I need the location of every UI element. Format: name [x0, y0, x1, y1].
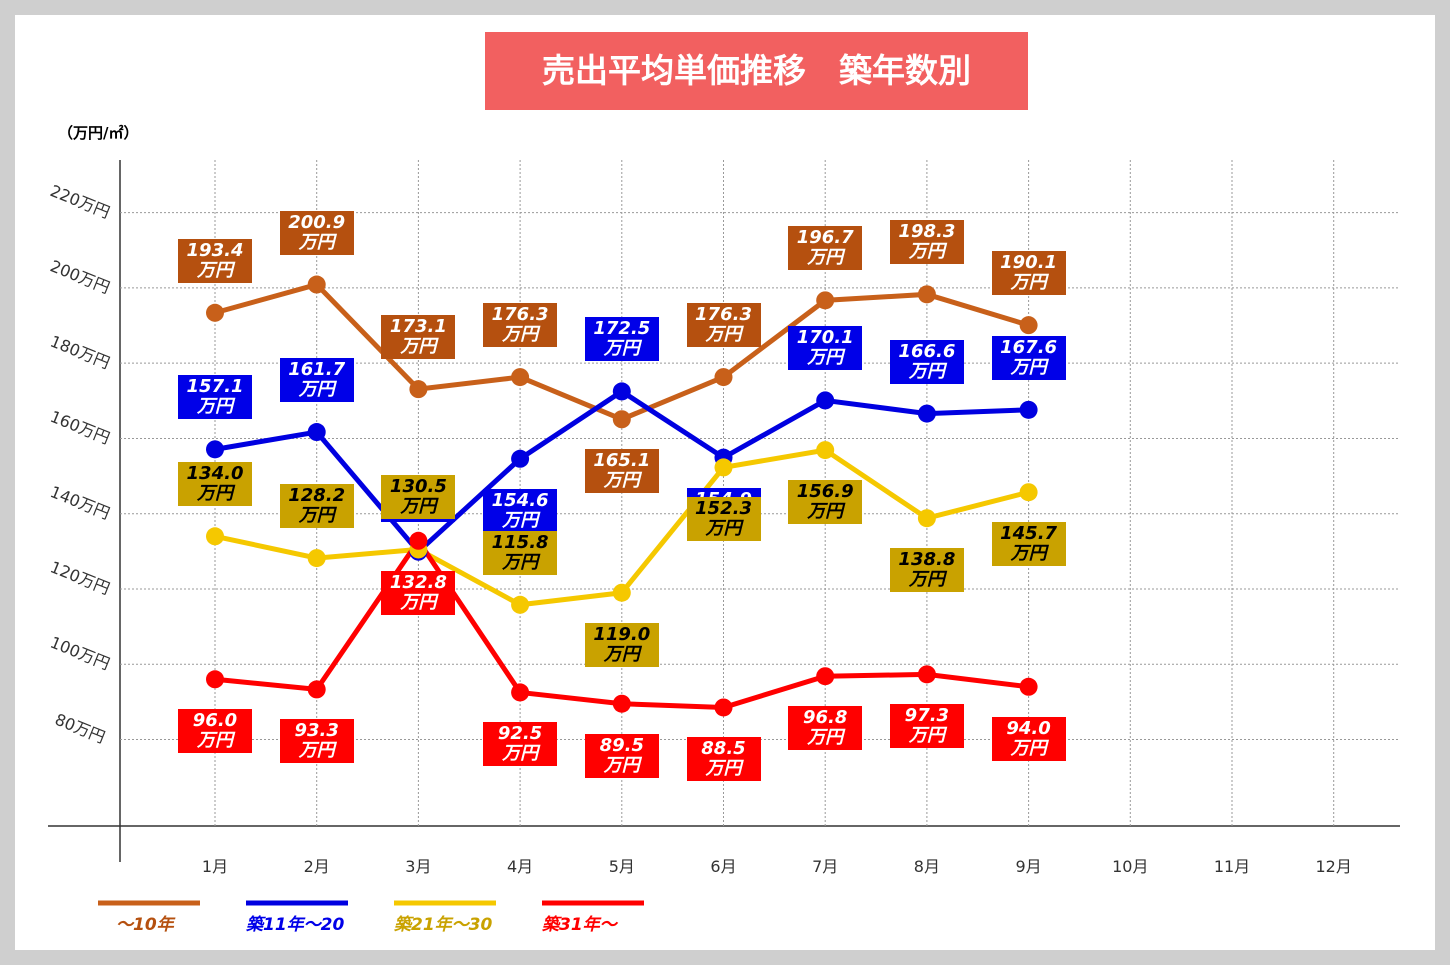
- data-label: 119.0 万円: [584, 622, 659, 667]
- x-tick-label: 8月: [914, 857, 940, 876]
- data-label: 200.9 万円: [279, 210, 354, 255]
- point: [612, 382, 631, 401]
- x-tick-label: 12月: [1316, 857, 1352, 876]
- data-label: 176.3 万円: [483, 303, 558, 348]
- data-label: 172.5 万円: [584, 317, 659, 362]
- point: [511, 449, 530, 468]
- point: [307, 423, 326, 442]
- legend-label: ～10年: [116, 915, 176, 935]
- data-label: 128.2 万円: [279, 484, 354, 529]
- point: [917, 285, 936, 304]
- point: [1019, 400, 1038, 419]
- point: [714, 368, 733, 387]
- data-label: 97.3 万円: [889, 704, 964, 749]
- point: [206, 527, 224, 546]
- data-label: 173.1 万円: [381, 315, 456, 360]
- point: [917, 665, 936, 684]
- point: [612, 583, 631, 602]
- data-label: 88.5 万円: [686, 737, 761, 782]
- x-tick-label: 6月: [710, 857, 736, 876]
- data-label: 145.7 万円: [991, 522, 1066, 567]
- data-label: 166.6 万円: [889, 339, 964, 384]
- point: [1019, 316, 1038, 335]
- x-tick-label: 10月: [1112, 857, 1148, 876]
- point: [307, 275, 326, 294]
- data-label: 93.3 万円: [279, 719, 354, 764]
- point: [714, 458, 733, 477]
- x-tick-label: 7月: [812, 857, 838, 876]
- point: [511, 368, 530, 387]
- legend-label: 築31年～: [542, 915, 619, 935]
- point: [612, 410, 631, 429]
- data-label: 134.0 万円: [178, 462, 252, 507]
- x-tick-label: 2月: [304, 857, 330, 876]
- point: [206, 440, 224, 459]
- x-tick-label: 3月: [405, 857, 431, 876]
- data-label: 190.1 万円: [991, 251, 1066, 296]
- point: [917, 404, 936, 423]
- point: [409, 380, 428, 399]
- point: [307, 549, 326, 568]
- point: [206, 670, 224, 689]
- data-label: 96.0 万円: [178, 709, 252, 754]
- data-label: 115.8 万円: [483, 530, 558, 575]
- y-axis-label: （万円/㎡）: [58, 124, 138, 142]
- point: [816, 441, 835, 460]
- data-label: 94.0 万円: [991, 716, 1066, 761]
- data-label: 92.5 万円: [483, 722, 558, 767]
- point: [511, 595, 530, 614]
- data-label: 156.9 万円: [788, 480, 863, 525]
- chart-title: 売出平均単価推移 築年数別: [485, 32, 1028, 110]
- data-label: 130.5 万円: [381, 475, 456, 520]
- point: [1019, 677, 1038, 696]
- data-label: 154.6 万円: [483, 488, 558, 533]
- data-label: 176.3 万円: [686, 303, 761, 348]
- x-tick-label: 4月: [507, 857, 533, 876]
- data-label: 138.8 万円: [889, 548, 964, 593]
- data-label: 198.3 万円: [889, 220, 964, 265]
- data-label: 165.1 万円: [584, 449, 659, 494]
- data-label: 170.1 万円: [788, 326, 863, 371]
- data-label: 96.8 万円: [788, 706, 863, 751]
- point: [917, 509, 936, 528]
- x-tick-label: 11月: [1214, 857, 1250, 876]
- point: [409, 531, 428, 550]
- legend-label: 築11年～20: [246, 915, 344, 935]
- data-label: 196.7 万円: [788, 226, 863, 271]
- point: [206, 303, 224, 322]
- point: [816, 391, 835, 410]
- point: [714, 698, 733, 717]
- legend-label: 築21年～30: [394, 915, 492, 935]
- point: [816, 667, 835, 686]
- data-label: 132.8 万円: [381, 570, 456, 615]
- x-tick-label: 5月: [609, 857, 635, 876]
- point: [612, 694, 631, 713]
- point: [307, 680, 326, 699]
- x-tick-label: 1月: [202, 857, 228, 876]
- data-label: 157.1 万円: [178, 375, 252, 420]
- data-label: 161.7 万円: [279, 358, 354, 403]
- point: [816, 291, 835, 310]
- data-label: 152.3 万円: [686, 497, 761, 542]
- point: [511, 683, 530, 702]
- point: [1019, 483, 1038, 502]
- data-label: 167.6 万円: [991, 335, 1066, 380]
- data-label: 193.4 万円: [178, 238, 252, 283]
- x-tick-label: 9月: [1016, 857, 1042, 876]
- data-label: 89.5 万円: [584, 733, 659, 778]
